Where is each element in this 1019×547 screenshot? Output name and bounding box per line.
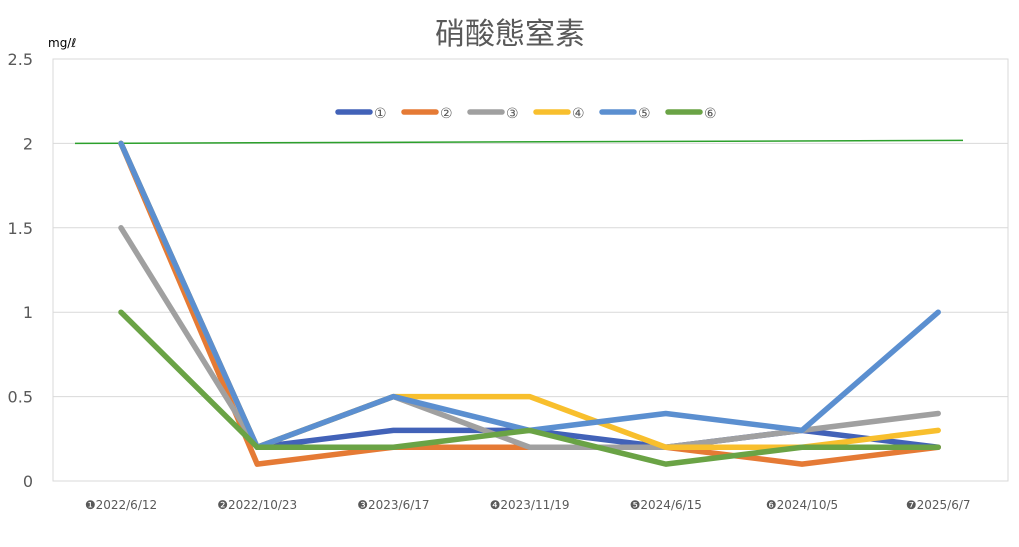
y-tick-label: 2.5 — [8, 50, 33, 69]
y-tick-label: 2 — [23, 134, 33, 153]
chart-title: 硝酸態窒素 — [435, 17, 585, 52]
legend-label: ④ — [572, 106, 585, 122]
x-tick-label: ❸2023/6/17 — [357, 498, 429, 512]
series-line-6 — [118, 309, 941, 467]
legend-label: ① — [374, 106, 387, 122]
plot-area — [52, 58, 1009, 482]
legend-label: ② — [440, 106, 453, 122]
series-line-4 — [118, 140, 941, 450]
reference-line — [74, 139, 964, 145]
series-line-1 — [118, 140, 941, 450]
y-tick-label: 0 — [23, 472, 33, 491]
legend-label: ⑥ — [704, 106, 717, 122]
legend-label: ③ — [506, 106, 519, 122]
y-tick-label: 0.5 — [8, 388, 33, 407]
y-axis-label: mg/ℓ — [48, 36, 76, 50]
x-tick-label: ❹2023/11/19 — [490, 498, 570, 512]
x-tick-label: ❶2022/6/12 — [85, 498, 157, 512]
legend-label: ⑤ — [638, 106, 651, 122]
y-tick-label: 1.5 — [8, 219, 33, 238]
x-tick-label: ❺2024/6/15 — [630, 498, 702, 512]
series-line-5 — [118, 140, 941, 450]
x-tick-label: ❷2022/10/23 — [217, 498, 297, 512]
x-tick-label: ❻2024/10/5 — [766, 498, 838, 512]
y-tick-label: 1 — [23, 303, 33, 322]
x-tick-label: ❼2025/6/7 — [906, 498, 971, 512]
